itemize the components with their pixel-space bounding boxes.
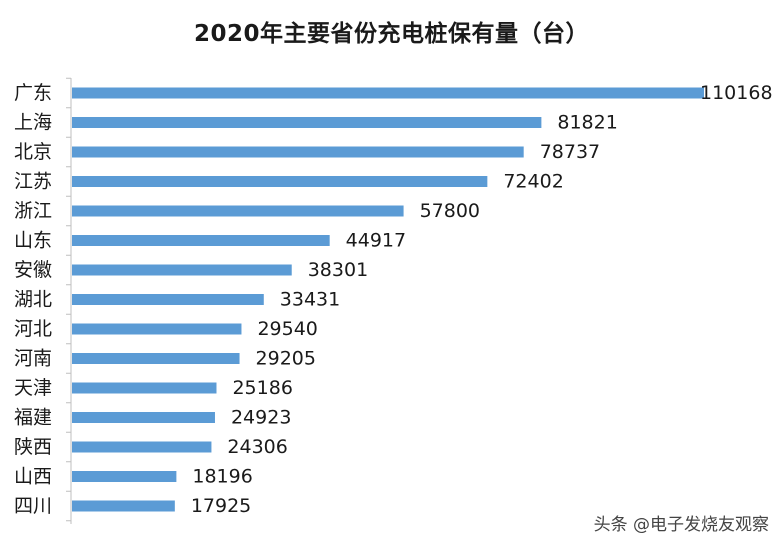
bar-3 <box>72 176 488 187</box>
category-label: 安徽 <box>14 259 52 281</box>
bar-14 <box>72 500 175 512</box>
bar-7 <box>72 294 264 305</box>
chart-title: 2020年主要省份充电桩保有量（台） <box>193 21 589 47</box>
category-label: 浙江 <box>14 200 52 222</box>
category-label: 江苏 <box>14 171 52 193</box>
watermark: 头条 @电子发烧友观察 <box>593 515 769 535</box>
category-label: 河北 <box>14 318 52 340</box>
bar-5 <box>72 235 330 246</box>
value-label: 81821 <box>557 112 617 134</box>
bar-2 <box>72 146 524 158</box>
category-label: 山东 <box>14 230 52 252</box>
bar-0 <box>72 87 704 99</box>
category-label: 北京 <box>14 141 52 163</box>
bar-6 <box>72 264 292 276</box>
bars <box>72 87 704 512</box>
category-label: 陕西 <box>14 436 52 458</box>
value-label: 44917 <box>346 230 406 252</box>
bar-8 <box>72 323 242 335</box>
bar-13 <box>72 471 177 482</box>
value-label: 110168 <box>700 82 773 104</box>
bar-10 <box>72 382 217 394</box>
bar-11 <box>72 412 215 423</box>
bar-1 <box>72 117 542 128</box>
value-label: 78737 <box>540 141 600 163</box>
value-label: 57800 <box>420 200 480 222</box>
value-label: 29205 <box>256 348 316 370</box>
value-label: 33431 <box>280 289 340 311</box>
bar-12 <box>72 441 212 453</box>
category-label: 湖北 <box>14 289 52 311</box>
value-labels: 110168 81821 78737 72402 57800 44917 38301 3343… <box>191 82 773 517</box>
bar-9 <box>72 353 240 364</box>
value-label: 18196 <box>192 466 252 488</box>
value-label: 25186 <box>232 377 292 399</box>
category-axis <box>66 77 72 524</box>
category-label: 广东 <box>14 82 52 104</box>
value-label: 24306 <box>227 436 287 458</box>
category-label: 福建 <box>14 407 52 429</box>
category-label: 上海 <box>14 112 52 134</box>
category-label: 河南 <box>14 348 52 370</box>
value-label: 29540 <box>257 318 317 340</box>
category-label: 天津 <box>14 377 52 399</box>
category-label: 四川 <box>14 495 52 517</box>
value-label: 24923 <box>231 407 291 429</box>
bar-4 <box>72 205 404 217</box>
value-label: 17925 <box>191 495 251 517</box>
value-label: 72402 <box>503 171 563 193</box>
value-label: 38301 <box>308 259 368 281</box>
category-label: 山西 <box>14 466 52 488</box>
